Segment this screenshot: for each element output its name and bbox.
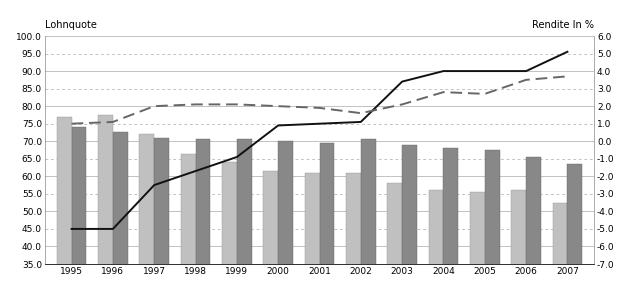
Bar — [98, 115, 113, 300]
Bar — [305, 173, 320, 300]
Bar — [57, 117, 72, 300]
Bar — [181, 154, 196, 300]
Bar — [402, 145, 417, 300]
Text: Lohnquote: Lohnquote — [45, 20, 96, 30]
Bar — [346, 173, 361, 300]
Bar — [526, 157, 541, 300]
Bar — [113, 133, 128, 300]
Bar — [222, 162, 237, 300]
Bar — [485, 150, 500, 300]
Bar — [72, 127, 86, 300]
Bar — [443, 148, 458, 300]
Text: Rendite In %: Rendite In % — [532, 20, 594, 30]
Bar — [553, 202, 567, 300]
Bar — [567, 164, 582, 300]
Bar — [237, 140, 252, 300]
Bar — [511, 190, 526, 300]
Bar — [154, 138, 169, 300]
Bar — [470, 192, 485, 300]
Bar — [361, 140, 376, 300]
Bar — [263, 171, 278, 300]
Bar — [429, 190, 443, 300]
Bar — [139, 134, 154, 300]
Bar — [320, 143, 334, 300]
Bar — [196, 140, 210, 300]
Bar — [278, 141, 293, 300]
Bar — [387, 183, 402, 300]
